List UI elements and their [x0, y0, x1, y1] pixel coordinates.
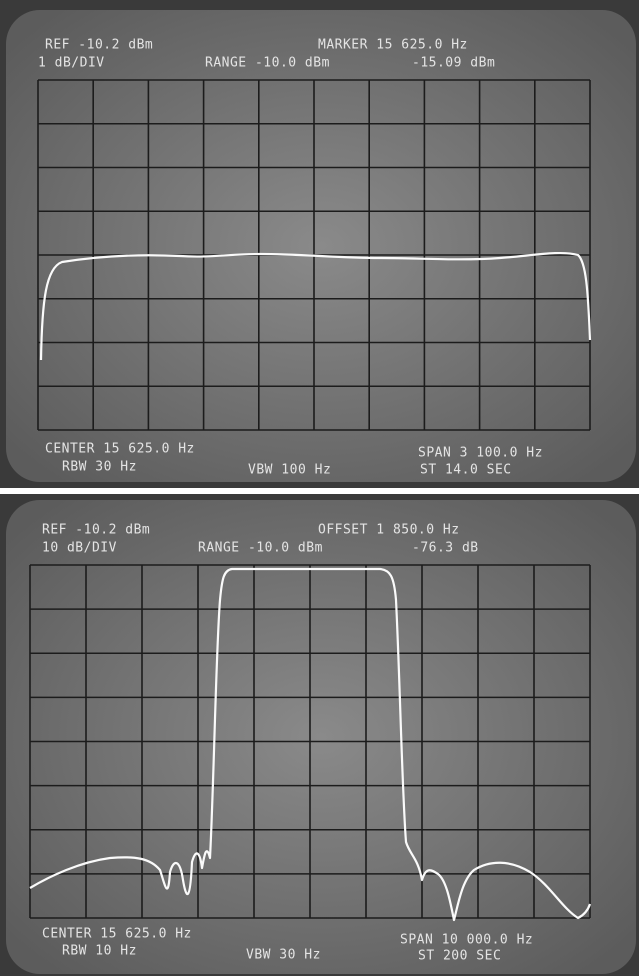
header-reading: -76.3 dB — [412, 541, 479, 556]
header-reading: -15.09 dBm — [412, 56, 495, 71]
header-scale: 1 dB/DIV — [38, 56, 105, 71]
footer-center: CENTER 15 625.0 Hz — [42, 927, 192, 942]
footer-rbw: RBW 30 Hz — [62, 460, 137, 475]
footer-vbw: VBW 100 Hz — [248, 463, 331, 478]
screen-top — [6, 10, 636, 482]
header-range: RANGE -10.0 dBm — [205, 56, 330, 71]
header-ref: REF -10.2 dBm — [42, 523, 150, 538]
header-marker: MARKER 15 625.0 Hz — [318, 38, 468, 53]
footer-rbw: RBW 10 Hz — [62, 944, 137, 959]
footer-vbw: VBW 30 Hz — [246, 948, 321, 963]
footer-span: SPAN 3 100.0 Hz — [418, 446, 543, 461]
footer-sweep: ST 200 SEC — [418, 949, 501, 964]
screen-bottom — [6, 500, 636, 974]
photo: REF -10.2 dBm MARKER 15 625.0 Hz 1 dB/DIV R… — [0, 0, 639, 976]
footer-sweep: ST 14.0 SEC — [420, 463, 512, 478]
footer-center: CENTER 15 625.0 Hz — [45, 442, 195, 457]
header-ref: REF -10.2 dBm — [45, 38, 153, 53]
header-marker: OFFSET 1 850.0 Hz — [318, 523, 460, 538]
page: {"screens": [ {"header": {"ref": "REF -1… — [0, 0, 639, 976]
header-scale: 10 dB/DIV — [42, 541, 117, 556]
footer-span: SPAN 10 000.0 Hz — [400, 933, 533, 948]
header-range: RANGE -10.0 dBm — [198, 541, 323, 556]
